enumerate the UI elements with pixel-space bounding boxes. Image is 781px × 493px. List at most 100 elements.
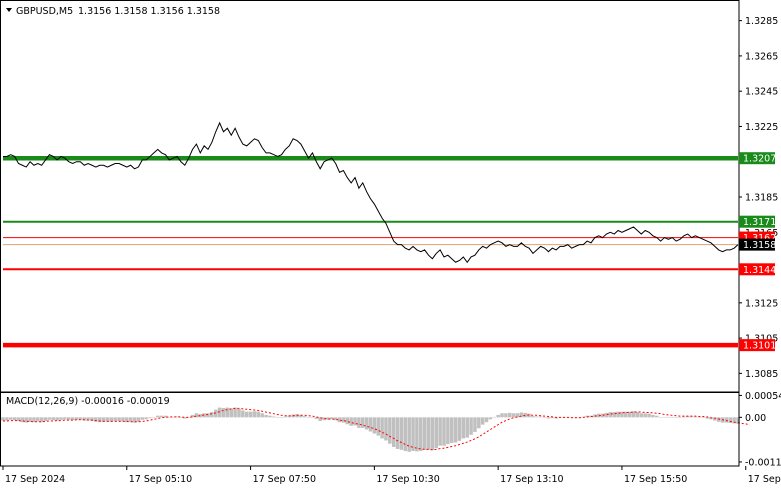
price-y-tick-label: 1.3265 [745, 51, 778, 62]
price-y-tick-label: 1.3285 [745, 16, 778, 27]
level-label: 1.3144 [743, 265, 776, 276]
macd-bar [535, 416, 539, 418]
macd-bar [144, 417, 148, 420]
macd-bar [434, 417, 438, 449]
macd-bar [128, 417, 133, 422]
macd-bar [488, 417, 493, 420]
macd-bar [1, 417, 5, 421]
ohlc-label: 1.3156 1.3158 1.3156 1.3158 [78, 6, 220, 17]
macd-bar [674, 417, 678, 418]
macd-bar [620, 411, 624, 418]
macd-bar [705, 417, 709, 419]
macd-bar [190, 414, 195, 418]
macd-bar [349, 417, 353, 426]
macd-bar [658, 416, 663, 418]
macd-bar [504, 413, 508, 418]
x-tick-label: 17 Sep 2024 [5, 474, 65, 485]
macd-bar [438, 417, 442, 446]
macd-bar [70, 417, 75, 421]
macd-bar [136, 417, 141, 422]
macd-bar [210, 412, 214, 418]
macd-bar [171, 416, 175, 418]
macd-bar [55, 417, 59, 421]
macd-bar [500, 413, 504, 418]
macd-bar [376, 417, 380, 436]
macd-bar [542, 417, 547, 418]
macd-bar [415, 417, 419, 452]
macd-bar [326, 417, 330, 420]
x-tick-label: 17 Sep 13:10 [500, 474, 563, 485]
macd-bar [32, 417, 36, 423]
macd-bar [384, 417, 388, 441]
macd-bar [732, 417, 736, 424]
macd-bar [36, 417, 40, 422]
level-label: 1.3101 [743, 341, 776, 352]
macd-bar [244, 411, 249, 418]
macd-bar [685, 416, 690, 418]
levels-layer [3, 155, 738, 348]
macd-bar [156, 415, 160, 418]
macd-bar [310, 417, 315, 418]
macd-bar [47, 417, 52, 420]
macd-bar [264, 414, 268, 418]
macd-bar [113, 417, 117, 421]
macd-bar [728, 417, 732, 424]
macd-bar [214, 409, 218, 418]
macd-bar [186, 416, 191, 418]
macd-bar [538, 416, 543, 418]
dropdown-triangle-icon[interactable] [6, 8, 12, 12]
macd-bar [492, 416, 497, 418]
macd-bar [275, 417, 280, 418]
x-tick-label: 17 Sep 18:30 [748, 474, 781, 485]
macd-bar [515, 413, 520, 418]
level-label: 1.3162 [743, 233, 776, 244]
macd-bar [407, 417, 411, 452]
macd-bar [97, 417, 102, 423]
price-series-line [3, 121, 739, 264]
price-y-tick-label: 1.3085 [745, 369, 778, 380]
macd-bar [639, 413, 644, 418]
macd-bar [175, 416, 179, 418]
macd-bar [233, 407, 237, 418]
macd-bar [202, 413, 206, 418]
macd-bar [318, 417, 322, 421]
macd-bar [480, 417, 485, 425]
macd-bar [279, 417, 284, 418]
macd-bar [635, 412, 640, 418]
macd-bar [550, 417, 555, 419]
macd-y-tick-label: 0.00 [745, 413, 766, 424]
macd-bar [372, 417, 377, 434]
macd-bar [90, 417, 94, 421]
macd-bar [121, 417, 125, 422]
price-y-tick-label: 1.3185 [745, 193, 778, 204]
macd-bar [330, 417, 334, 420]
macd-panel-frame [0, 392, 740, 467]
macd-bar [237, 408, 241, 418]
macd-bar [627, 411, 632, 418]
macd-bar [63, 417, 67, 420]
macd-bar [469, 417, 473, 435]
level-label: 1.3171 [743, 217, 776, 228]
macd-bar [655, 415, 659, 418]
macd-bar [39, 417, 44, 423]
macd-bar [198, 414, 203, 418]
macd-bar [662, 416, 667, 418]
macd-bar [600, 413, 605, 418]
macd-bar [345, 417, 350, 425]
symbol-label: GBPUSD,M5 [16, 6, 73, 17]
macd-bar [167, 416, 172, 418]
macd-bar [256, 411, 261, 418]
price-y-tick-label: 1.3105 [745, 334, 778, 345]
x-tick-label: 17 Sep 15:50 [624, 474, 687, 485]
macd-bar [709, 417, 713, 420]
macd-bar [24, 417, 28, 423]
level-label-box [739, 215, 775, 228]
macd-bar [28, 417, 32, 422]
macd-bar [67, 417, 71, 420]
macd-bar [643, 413, 647, 418]
macd-bar [206, 413, 210, 418]
macd-bar [20, 417, 25, 423]
macd-bar [496, 414, 500, 418]
macd-bar [473, 417, 477, 432]
macd-bar [453, 417, 458, 443]
